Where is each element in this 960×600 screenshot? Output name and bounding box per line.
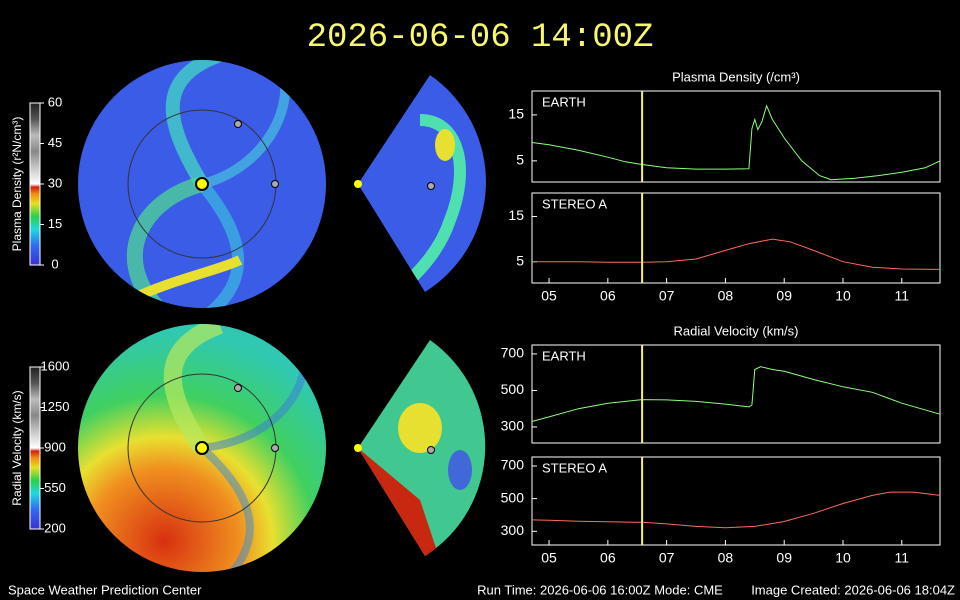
plot-frame — [531, 90, 941, 183]
colorbar-tick-label: 1600 — [41, 358, 70, 373]
colorbar — [29, 102, 41, 266]
x-tick-label: 11 — [895, 550, 910, 566]
earth-dot — [427, 182, 435, 190]
plot-frame — [531, 344, 941, 444]
earth-dot — [271, 180, 279, 188]
x-tick-label: 05 — [541, 288, 557, 304]
series-label: STEREO A — [542, 460, 607, 475]
y-tick-label: 5 — [516, 252, 524, 268]
colorbar-tick-label: 550 — [44, 480, 66, 495]
x-tick-label: 11 — [895, 288, 910, 304]
colorbar-label: Radial Velocity (km/s) — [10, 390, 24, 505]
colorbar — [29, 366, 41, 530]
colorbar-tick-label: 45 — [48, 135, 62, 150]
series-label: EARTH — [542, 348, 586, 363]
earth-dot — [427, 446, 435, 454]
footer-right: Image Created: 2026-06-06 18:04Z — [751, 582, 955, 597]
chart-title: Plasma Density (/cm³) — [672, 69, 800, 84]
y-tick-label: 15 — [508, 207, 524, 223]
y-tick-label: 500 — [501, 489, 525, 505]
earth-dot — [271, 444, 279, 452]
colorbar-tick-label: 200 — [44, 520, 66, 535]
colorbar-tick-label: 15 — [48, 216, 62, 231]
x-tick-label: 06 — [600, 288, 616, 304]
y-tick-label: 5 — [516, 152, 524, 168]
stereo-a-dot — [234, 120, 242, 128]
colorbar-tick-label: 30 — [48, 175, 62, 190]
colorbar-tick-label: 60 — [48, 94, 62, 109]
x-tick-label: 05 — [541, 550, 557, 566]
series-line — [532, 238, 941, 270]
y-tick-label: 300 — [501, 522, 525, 538]
density-disk — [78, 60, 326, 308]
footer-center: Run Time: 2026-06-06 16:00Z Mode: CME — [477, 582, 723, 597]
y-tick-label: 700 — [501, 457, 525, 473]
density-wedge — [358, 75, 486, 292]
chart-title: Radial Velocity (km/s) — [674, 323, 799, 338]
y-tick-label: 300 — [501, 418, 525, 434]
series-line — [531, 366, 941, 422]
colorbar-tick-label: 0 — [51, 256, 58, 271]
y-tick-label: 15 — [508, 106, 524, 122]
x-tick-label: 08 — [718, 550, 734, 566]
x-tick-label: 09 — [776, 550, 792, 566]
sun — [354, 444, 362, 452]
sun — [195, 441, 209, 455]
x-tick-label: 10 — [835, 288, 851, 304]
colorbar-label: Plasma Density (r²N/cm³) — [10, 117, 24, 252]
velocity-wedge — [358, 340, 486, 556]
sun — [354, 180, 362, 188]
colorbar-tick-label: 900 — [44, 439, 66, 454]
x-tick-label: 08 — [718, 288, 734, 304]
stereo-a-dot — [234, 384, 242, 392]
x-tick-label: 10 — [835, 550, 851, 566]
title: 2026-06-06 14:00Z — [307, 19, 654, 57]
x-tick-label: 07 — [659, 288, 675, 304]
plot-frame — [531, 192, 941, 284]
y-tick-label: 500 — [501, 381, 525, 397]
series-line — [531, 104, 941, 181]
plot-frame — [531, 456, 941, 546]
x-tick-label: 07 — [659, 550, 675, 566]
sun — [195, 177, 209, 191]
series-label: STEREO A — [542, 196, 607, 211]
x-tick-label: 06 — [600, 550, 616, 566]
series-line — [531, 491, 941, 529]
x-tick-label: 09 — [776, 288, 792, 304]
colorbar-tick-label: 1250 — [41, 399, 70, 414]
footer-left: Space Weather Prediction Center — [8, 582, 202, 597]
y-tick-label: 700 — [501, 345, 525, 361]
series-label: EARTH — [542, 94, 586, 109]
